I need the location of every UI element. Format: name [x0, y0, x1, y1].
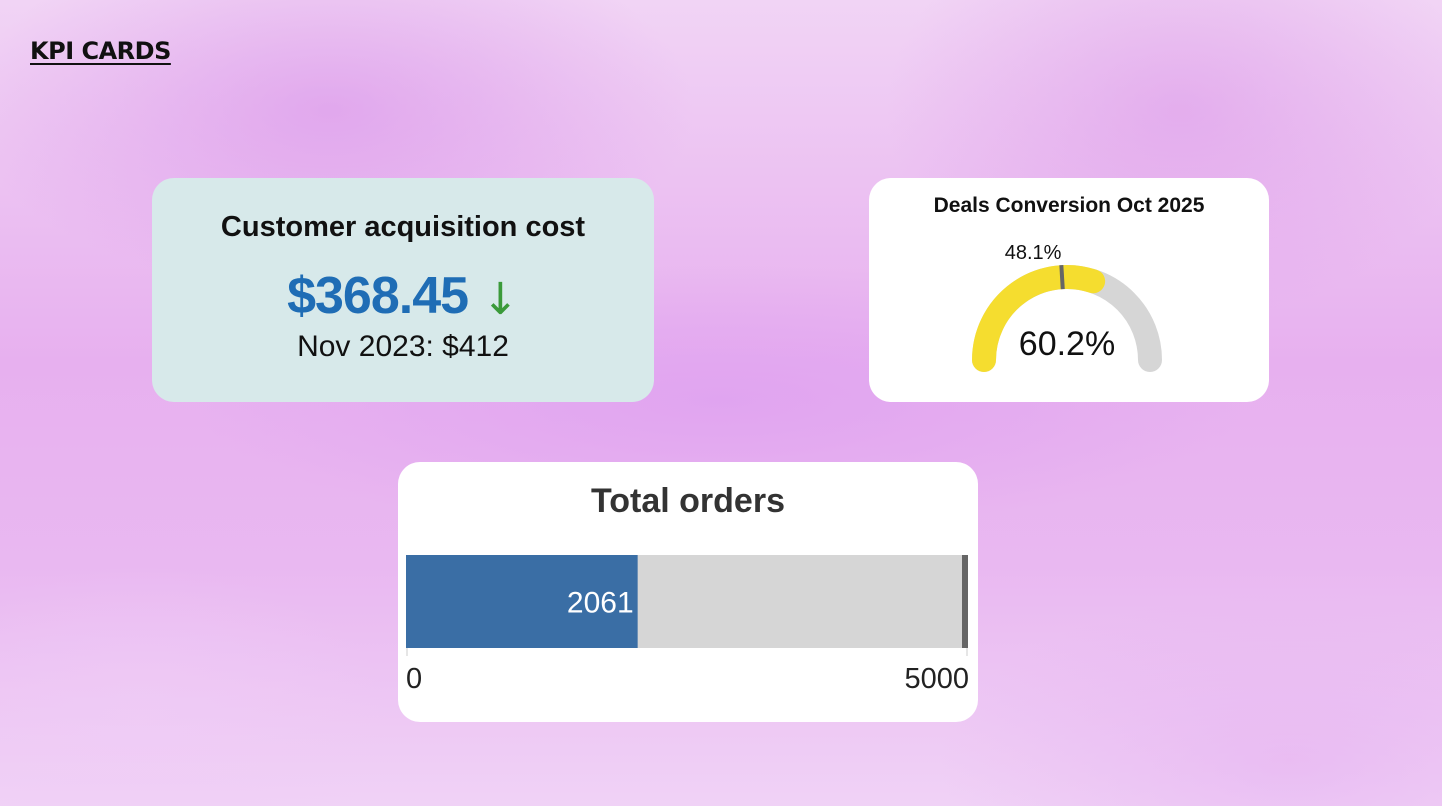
axis-tick-label-min: 0	[406, 663, 422, 695]
cac-value: $368.45	[287, 267, 469, 325]
page-title: KPI CARDS	[30, 37, 171, 65]
cac-comparison: Nov 2023: $412	[297, 330, 509, 363]
gauge-target-label: 48.1%	[1005, 242, 1062, 264]
orders-bullet-chart: 2061 0 5000	[406, 555, 969, 695]
orders-title: Total orders	[591, 482, 785, 520]
gauge-title: Deals Conversion Oct 2025	[933, 194, 1205, 217]
gauge-chart: 48.1% 60.2%	[972, 242, 1162, 372]
cac-card: Customer acquisition cost $368.45 ↓ Nov …	[152, 178, 654, 402]
bar-target-marker	[962, 555, 968, 648]
cac-value-row: $368.45 ↓	[152, 266, 654, 326]
cac-title: Customer acquisition cost	[220, 211, 586, 243]
orders-card: Total orders 2061 0 5000	[398, 462, 978, 722]
bar-fill	[406, 555, 638, 648]
gauge-target-marker	[1059, 265, 1065, 290]
gauge-value-label: 60.2%	[1019, 325, 1115, 363]
gauge-fill	[972, 265, 1106, 372]
gauge-card: Deals Conversion Oct 2025 48.1% 60.2%	[869, 178, 1269, 402]
arrow-down-icon: ↓	[482, 274, 519, 325]
bar-value-label: 2061	[567, 587, 634, 620]
axis-tick-label-max: 5000	[904, 663, 969, 695]
